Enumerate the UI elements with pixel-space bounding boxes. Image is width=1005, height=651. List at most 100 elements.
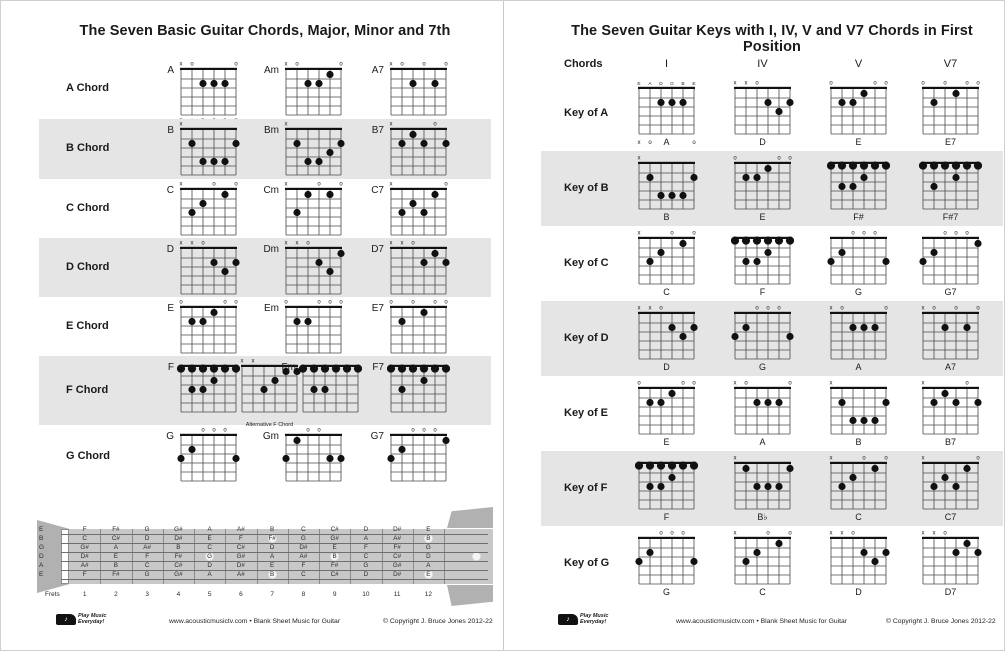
chord-block-em: Em o o o o xyxy=(253,299,345,364)
fret-note: A xyxy=(207,526,212,533)
row-label-f-chord: F Chord xyxy=(66,383,109,396)
chord-diagram-e: o o o E xyxy=(829,81,888,148)
column-header-iv: IV xyxy=(757,58,768,70)
fret-number-1: 1 xyxy=(82,591,87,598)
chord-block-d7: D7 x x o xyxy=(358,240,450,305)
fret-note: G# xyxy=(80,544,89,551)
fret-note: B xyxy=(176,544,181,551)
svg-text:E: E xyxy=(759,212,765,222)
chord-block-a7: A7 x o o o xyxy=(358,61,450,126)
svg-text:o: o xyxy=(681,381,685,387)
logo-text-line1: Play Music xyxy=(78,613,107,619)
string-letter-5: A xyxy=(39,562,44,569)
chord-block-b7: x o B7 xyxy=(919,380,982,448)
fret-note: G# xyxy=(236,553,246,560)
left-footer-copyright: © Copyright J. Bruce Jones 2012-22 xyxy=(383,618,493,625)
chord-block-g: o o o G xyxy=(731,305,794,373)
svg-text:E7: E7 xyxy=(945,137,956,147)
svg-text:o: o xyxy=(411,241,415,247)
fret-note: D xyxy=(144,535,150,542)
svg-text:D: D xyxy=(659,81,663,87)
chord-diagram-f-sharp7: F#7 xyxy=(919,161,982,222)
fret-note: E xyxy=(113,553,118,560)
chord-block-c: x o o C xyxy=(731,530,794,598)
chord-name-label: B7 xyxy=(371,125,384,136)
nut xyxy=(61,529,69,584)
svg-text:o: o xyxy=(943,231,947,237)
svg-text:x: x xyxy=(841,531,844,537)
chord-diagram-b: x xyxy=(180,122,240,176)
row-label-e-chord: E Chord xyxy=(66,319,109,332)
svg-text:G: G xyxy=(663,587,670,597)
chord-block-c: x o o C xyxy=(827,455,890,523)
chord-diagram-e: o o o E xyxy=(637,381,696,448)
string-line-5 xyxy=(61,570,488,571)
fret-note: G xyxy=(144,526,150,533)
fret-note: F# xyxy=(268,535,276,542)
string-line-2 xyxy=(61,543,488,544)
svg-text:F#7: F#7 xyxy=(943,212,959,222)
fret-note: B xyxy=(270,571,275,578)
svg-text:E: E xyxy=(692,81,695,87)
guitar-body-top xyxy=(447,507,493,528)
svg-text:x: x xyxy=(285,182,288,188)
fret-note: D# xyxy=(80,553,89,560)
chord-diagram-g: o o o G xyxy=(635,531,698,597)
chord-name-label: Fm xyxy=(281,362,296,373)
fret-note: D xyxy=(363,526,369,533)
chord-diagram-bm: x xyxy=(285,122,345,176)
svg-text:G7: G7 xyxy=(944,287,956,297)
svg-text:o: o xyxy=(433,428,437,434)
svg-text:o: o xyxy=(328,300,332,306)
svg-text:o: o xyxy=(411,300,415,306)
column-header-v7: V7 xyxy=(943,58,958,70)
chord-block-bm: Bm x xyxy=(253,121,345,186)
fret-note: D xyxy=(363,571,369,578)
string-letter-6: E xyxy=(39,571,44,578)
chord-block-f-alternative: x x Alternative F Chord xyxy=(238,358,301,428)
fret-note: E xyxy=(332,544,337,551)
svg-text:o: o xyxy=(965,381,969,387)
string-line-3 xyxy=(61,552,488,553)
svg-text:o: o xyxy=(389,300,393,306)
chord-diagram-f xyxy=(177,364,240,413)
chord-diagram-f-sharp: F# xyxy=(827,161,890,222)
svg-text:F: F xyxy=(760,287,766,297)
svg-text:G: G xyxy=(855,287,862,297)
chord-block-d: x x o D xyxy=(827,530,890,598)
chord-diagram-g: o o o G xyxy=(827,231,890,297)
svg-text:o: o xyxy=(681,531,685,537)
svg-text:o: o xyxy=(317,428,321,434)
chord-block-d: x x o D xyxy=(635,305,698,373)
fret-note: C# xyxy=(174,562,183,569)
svg-text:x: x xyxy=(390,241,393,247)
string-line-6 xyxy=(61,579,488,580)
svg-text:x: x xyxy=(734,456,737,462)
chord-block-gm: Gm o o xyxy=(253,427,345,492)
fret-note: F# xyxy=(112,571,120,578)
fret-note: C# xyxy=(330,526,339,533)
fret-note: C xyxy=(144,562,150,569)
svg-text:o: o xyxy=(422,62,426,68)
svg-text:o: o xyxy=(777,156,781,162)
svg-text:x: x xyxy=(638,140,641,146)
chord-diagram-f7 xyxy=(387,364,450,413)
chord-diagram-e: o o o E xyxy=(733,156,792,223)
fret-note: F xyxy=(82,571,87,578)
svg-text:B♭: B♭ xyxy=(757,512,767,522)
svg-text:C: C xyxy=(855,512,862,522)
svg-text:o: o xyxy=(223,300,227,306)
fret-note: A# xyxy=(143,544,151,551)
string-letter-2: B xyxy=(39,535,44,542)
chord-name-label: G7 xyxy=(370,431,384,442)
fret-note: D# xyxy=(299,544,308,551)
fret-note: D# xyxy=(236,562,245,569)
chord-diagram-d: x x o D xyxy=(734,81,794,147)
chord-block-g: o o o G xyxy=(827,230,890,298)
